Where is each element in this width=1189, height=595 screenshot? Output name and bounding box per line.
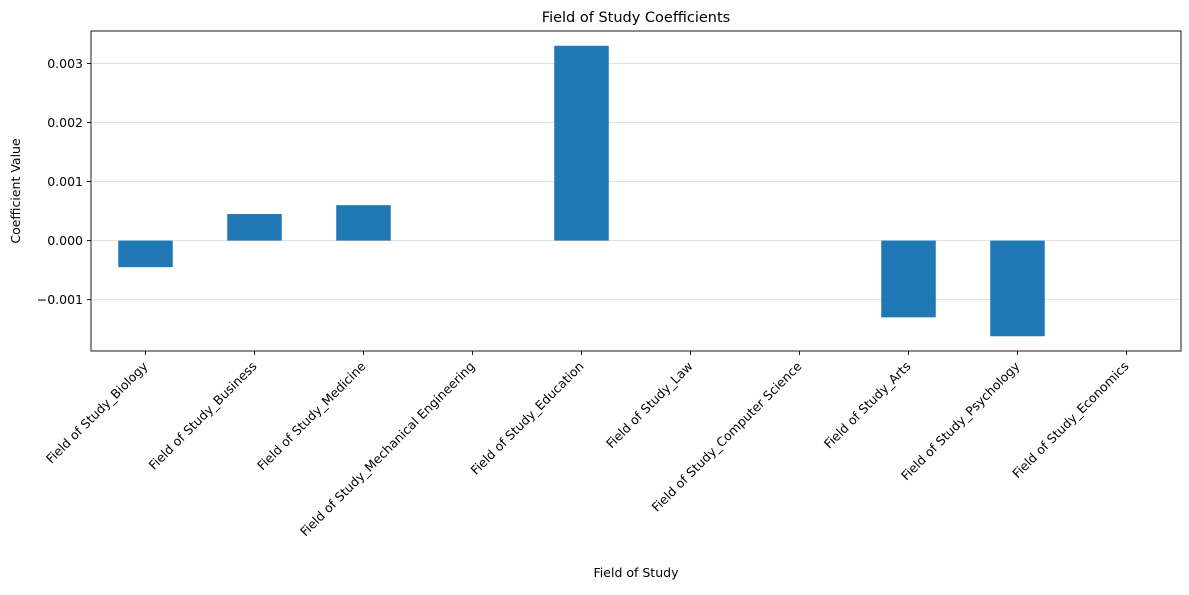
- bar: [554, 45, 609, 241]
- chart-title: Field of Study Coefficients: [542, 10, 730, 26]
- x-tick-label: Field of Study_Biology: [43, 358, 151, 466]
- bar: [990, 240, 1045, 337]
- bar: [336, 205, 391, 241]
- x-tick-label: Field of Study_Law: [603, 359, 696, 452]
- x-tick-label: Field of Study_Mechanical Engineering: [297, 359, 478, 540]
- y-axis-label: Coefficient Value: [8, 138, 23, 244]
- x-tick-label: Field of Study_Arts: [821, 359, 914, 452]
- bar: [118, 240, 173, 268]
- y-tick-label: 0.000: [47, 233, 83, 248]
- bar: [881, 240, 936, 318]
- x-tick-label: Field of Study_Psychology: [898, 358, 1023, 483]
- plot-frame: [90, 30, 1182, 352]
- x-tick-label: Field of Study_Business: [146, 359, 260, 473]
- x-axis-label: Field of Study: [594, 565, 680, 580]
- y-tick-label: −0.001: [37, 292, 83, 307]
- y-tick-label: 0.002: [47, 115, 83, 130]
- x-tick-label: Field of Study_Medicine: [254, 358, 369, 473]
- bars: [118, 45, 1045, 337]
- x-tick-label: Field of Study_Education: [468, 359, 587, 478]
- y-tick-label: 0.001: [47, 174, 83, 189]
- bar: [227, 214, 282, 241]
- y-axis-ticks: −0.001 0.000 0.001 0.002 0.003: [37, 56, 91, 307]
- x-tick-label: Field of Study_Economics: [1009, 359, 1131, 481]
- y-tick-label: 0.003: [47, 56, 83, 71]
